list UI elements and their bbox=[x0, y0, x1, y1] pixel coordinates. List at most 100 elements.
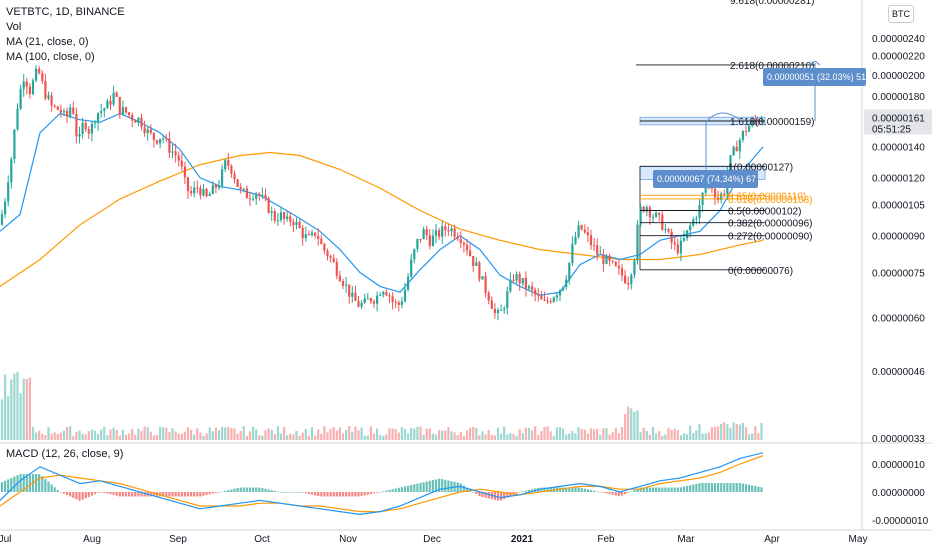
volume-bar bbox=[87, 431, 90, 440]
candle-body bbox=[335, 262, 338, 276]
volume-bar bbox=[357, 430, 360, 440]
measure-box-lower bbox=[653, 170, 758, 188]
candle-body bbox=[543, 299, 546, 301]
macd-histogram-bar bbox=[757, 486, 760, 492]
volume-bar bbox=[41, 433, 44, 440]
macd-histogram-bar bbox=[369, 492, 372, 495]
candle-body bbox=[459, 239, 462, 244]
volume-bar bbox=[434, 434, 438, 440]
macd-histogram-bar bbox=[686, 485, 689, 492]
volume-bar bbox=[524, 427, 527, 440]
price-tick-label: 0.00000033 bbox=[872, 434, 925, 445]
macd-histogram-bar bbox=[614, 492, 617, 496]
candle-body bbox=[289, 216, 292, 222]
macd-histogram-bar bbox=[286, 492, 289, 493]
macd-histogram-bar bbox=[217, 492, 221, 493]
candle-body bbox=[490, 300, 493, 309]
candle-body bbox=[174, 151, 177, 156]
macd-histogram-bar bbox=[673, 487, 676, 492]
macd-histogram-bar bbox=[10, 477, 13, 492]
volume-bar bbox=[341, 433, 345, 440]
volume-bar bbox=[360, 427, 363, 440]
macd-histogram-bar bbox=[571, 487, 574, 492]
volume-bars bbox=[0, 371, 763, 440]
macd-label[interactable]: MACD (12, 26, close, 9) bbox=[6, 448, 124, 460]
volume-bar bbox=[329, 428, 332, 440]
candle-body bbox=[25, 81, 28, 87]
volume-bar bbox=[69, 426, 72, 440]
volume-bar bbox=[320, 433, 323, 440]
volume-bar bbox=[177, 433, 180, 440]
macd-histogram-bar bbox=[363, 492, 366, 496]
ma100-label[interactable]: MA (100, close, 0) bbox=[6, 51, 95, 63]
macd-histogram-bar bbox=[78, 492, 81, 501]
candle-body bbox=[667, 229, 670, 232]
volume-bar bbox=[707, 432, 710, 440]
macd-histogram-bar bbox=[152, 492, 155, 497]
candle-body bbox=[22, 81, 25, 89]
macd-histogram-bar bbox=[47, 481, 50, 492]
volume-bar bbox=[738, 424, 741, 440]
macd-histogram-bar bbox=[735, 483, 738, 492]
macd-histogram-bar bbox=[527, 489, 531, 492]
volume-bar bbox=[211, 431, 214, 440]
currency-badge[interactable]: BTC bbox=[888, 5, 914, 23]
candle-body bbox=[416, 239, 419, 250]
macd-histogram-bar bbox=[162, 492, 165, 497]
volume-bar bbox=[636, 410, 639, 440]
volume-bar bbox=[627, 406, 630, 440]
macd-histogram-bar bbox=[97, 492, 100, 493]
candle-body bbox=[217, 185, 221, 188]
macd-histogram-bar bbox=[171, 492, 174, 497]
volume-bar bbox=[248, 431, 252, 440]
candle-body bbox=[224, 160, 227, 170]
volume-bar bbox=[35, 432, 38, 440]
macd-histogram-bar bbox=[586, 489, 589, 492]
macd-tick-label: 0.00000000 bbox=[872, 488, 925, 499]
macd-histogram-bar bbox=[500, 492, 503, 501]
macd-histogram-bar bbox=[239, 487, 242, 492]
volume-bar bbox=[428, 428, 431, 440]
volume-bar bbox=[270, 429, 273, 440]
volume-bar bbox=[630, 408, 633, 440]
time-tick-label: Oct bbox=[254, 534, 270, 545]
macd-histogram-bar bbox=[648, 487, 651, 492]
macd-histogram-bar bbox=[676, 487, 679, 492]
volume-bar bbox=[38, 430, 41, 440]
volume-bar bbox=[196, 428, 199, 440]
vol-label[interactable]: Vol bbox=[6, 21, 22, 33]
ma21-label[interactable]: MA (21, close, 0) bbox=[6, 36, 89, 48]
volume-bar bbox=[735, 423, 738, 440]
candle-body bbox=[159, 138, 162, 144]
candle-body bbox=[645, 207, 648, 212]
macd-histogram-bar bbox=[186, 492, 190, 497]
volume-bar bbox=[574, 433, 577, 440]
symbol-label[interactable]: VETBTC, 1D, BINANCE bbox=[6, 6, 125, 18]
volume-bar bbox=[469, 427, 472, 440]
volume-bar bbox=[72, 435, 75, 440]
macd-histogram-bar bbox=[134, 492, 137, 497]
candle-body bbox=[410, 259, 413, 277]
candle-body bbox=[611, 260, 614, 262]
volume-bar bbox=[199, 432, 202, 440]
macd-histogram-bar bbox=[419, 482, 422, 492]
candle-body bbox=[518, 274, 521, 284]
volume-bar bbox=[741, 422, 744, 440]
macd-histogram-bar bbox=[289, 492, 292, 493]
candle-body bbox=[7, 182, 10, 202]
macd-histogram-bar bbox=[565, 487, 568, 492]
volume-bar bbox=[679, 435, 682, 440]
macd-histogram-bar bbox=[645, 487, 648, 492]
volume-bar bbox=[447, 427, 450, 440]
volume-bar bbox=[425, 428, 428, 440]
volume-bar bbox=[552, 435, 555, 440]
volume-bar bbox=[230, 427, 233, 440]
candle-body bbox=[298, 221, 301, 228]
volume-bar bbox=[682, 433, 686, 440]
volume-bar bbox=[307, 435, 310, 440]
macd-histogram-bar bbox=[679, 487, 682, 492]
candle-body bbox=[28, 86, 31, 94]
macd-histogram-bar bbox=[230, 489, 233, 492]
macd-histogram-bar bbox=[106, 492, 109, 494]
